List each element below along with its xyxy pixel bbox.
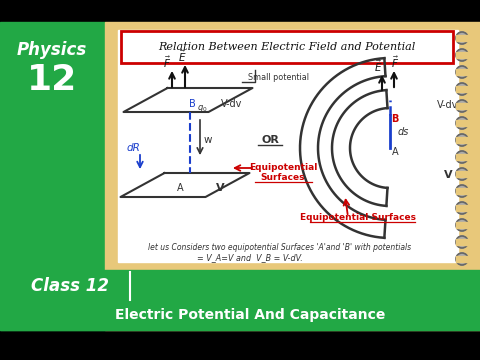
Text: dR: dR bbox=[126, 143, 140, 153]
Text: V: V bbox=[216, 183, 224, 193]
Bar bbox=[456, 239, 468, 245]
Bar bbox=[0, 330, 480, 360]
Bar bbox=[456, 137, 468, 143]
Text: Class 12: Class 12 bbox=[31, 277, 109, 295]
Circle shape bbox=[456, 66, 468, 78]
Circle shape bbox=[456, 219, 468, 231]
Bar bbox=[456, 205, 468, 211]
Bar bbox=[0, 0, 480, 22]
Text: Physics: Physics bbox=[17, 41, 87, 59]
Text: Relation Between Electric Field and Potential: Relation Between Electric Field and Pote… bbox=[158, 42, 416, 52]
Bar bbox=[456, 69, 468, 75]
Text: let us Considers two equipotential Surfaces 'A'and 'B' with potentials: let us Considers two equipotential Surfa… bbox=[148, 243, 411, 252]
Circle shape bbox=[456, 151, 468, 163]
Bar bbox=[456, 103, 468, 109]
Text: ds: ds bbox=[397, 127, 408, 137]
Text: 12: 12 bbox=[27, 63, 77, 97]
Bar bbox=[456, 52, 468, 58]
Bar bbox=[0, 270, 480, 302]
Text: A: A bbox=[392, 147, 398, 157]
Circle shape bbox=[456, 185, 468, 197]
Text: Surfaces: Surfaces bbox=[261, 174, 305, 183]
Text: V: V bbox=[444, 170, 452, 180]
Text: $\vec{E}$: $\vec{E}$ bbox=[178, 48, 186, 64]
Circle shape bbox=[456, 202, 468, 214]
Text: Equipotential: Equipotential bbox=[249, 163, 317, 172]
Text: OR: OR bbox=[261, 135, 279, 145]
Circle shape bbox=[456, 236, 468, 248]
Text: w: w bbox=[204, 135, 212, 145]
Bar bbox=[456, 256, 468, 262]
Text: B: B bbox=[189, 99, 195, 109]
Text: Small potential: Small potential bbox=[248, 73, 309, 82]
Text: $\vec{F}$: $\vec{F}$ bbox=[391, 54, 399, 70]
Text: B: B bbox=[391, 114, 399, 124]
Bar bbox=[0, 300, 480, 330]
Bar bbox=[456, 35, 468, 41]
Bar bbox=[456, 154, 468, 160]
Circle shape bbox=[456, 168, 468, 180]
Bar bbox=[456, 86, 468, 92]
Bar bbox=[0, 22, 105, 330]
Text: $\vec{F}$: $\vec{F}$ bbox=[163, 54, 171, 70]
Circle shape bbox=[456, 253, 468, 265]
Text: A: A bbox=[177, 183, 183, 193]
Text: $\vec{E}$: $\vec{E}$ bbox=[374, 58, 382, 74]
Circle shape bbox=[456, 49, 468, 61]
Bar bbox=[456, 120, 468, 126]
Circle shape bbox=[456, 83, 468, 95]
Bar bbox=[456, 188, 468, 194]
Circle shape bbox=[456, 32, 468, 44]
Text: V-dv: V-dv bbox=[221, 99, 243, 109]
Circle shape bbox=[456, 100, 468, 112]
Text: V-dv: V-dv bbox=[437, 100, 459, 110]
Bar bbox=[456, 222, 468, 228]
Text: Equipotential Surfaces: Equipotential Surfaces bbox=[300, 213, 416, 222]
Circle shape bbox=[456, 117, 468, 129]
Circle shape bbox=[456, 134, 468, 146]
Text: Electric Potential And Capacitance: Electric Potential And Capacitance bbox=[115, 308, 385, 322]
Text: = V_A=V and  V_B = V-dV.: = V_A=V and V_B = V-dV. bbox=[197, 253, 303, 262]
Bar bbox=[456, 171, 468, 177]
FancyBboxPatch shape bbox=[121, 31, 453, 63]
Text: $q_0$: $q_0$ bbox=[197, 103, 207, 113]
Bar bbox=[105, 22, 480, 330]
Bar bbox=[118, 30, 458, 262]
